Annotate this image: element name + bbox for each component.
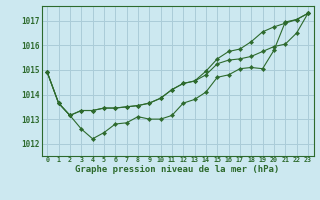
X-axis label: Graphe pression niveau de la mer (hPa): Graphe pression niveau de la mer (hPa) bbox=[76, 165, 280, 174]
